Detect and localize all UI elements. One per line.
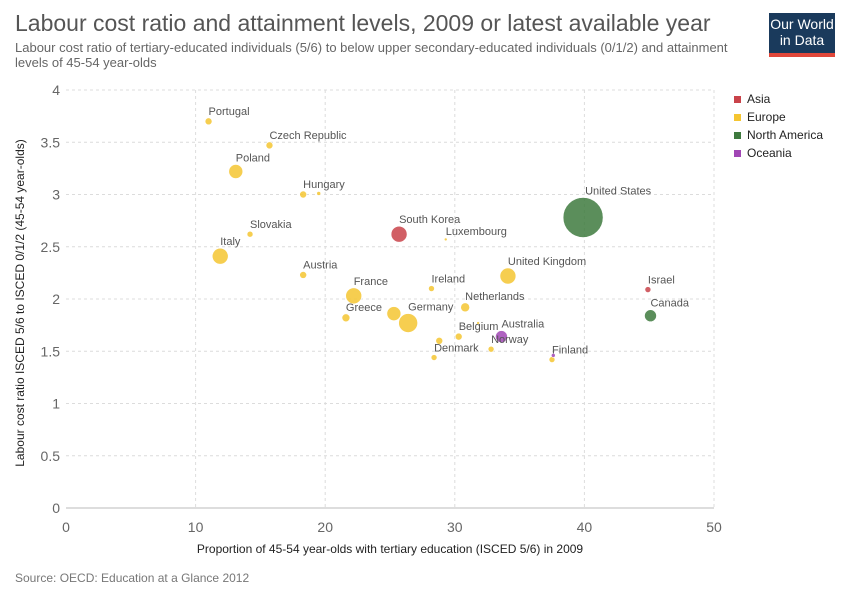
data-point[interactable] — [435, 336, 444, 345]
data-point[interactable] — [299, 271, 307, 279]
point-label: Austria — [303, 259, 338, 271]
point-label: Canada — [650, 298, 689, 310]
chart-title: Labour cost ratio and attainment levels,… — [15, 10, 711, 36]
point-label: Poland — [236, 153, 270, 165]
y-tick-label: 4 — [52, 82, 60, 98]
point-label: Hungary — [303, 179, 345, 191]
x-tick-label: 0 — [62, 519, 70, 535]
data-point[interactable] — [386, 306, 402, 321]
point-label: Ireland — [431, 274, 465, 286]
grid — [66, 89, 715, 509]
chart-subtitle: Labour cost ratio of tertiary-educated i… — [15, 40, 728, 70]
x-tick-label: 30 — [447, 519, 463, 535]
point-label: Portugal — [209, 106, 250, 118]
data-point[interactable] — [345, 287, 363, 305]
y-tick-label: 1.5 — [41, 343, 61, 359]
point-label: France — [354, 276, 388, 288]
data-points: Portugal Czech Republic Poland Hungary Slova… — [204, 106, 690, 363]
x-tick-label: 10 — [188, 519, 204, 535]
point-label: Australia — [501, 319, 545, 331]
legend-label-asia: Asia — [747, 92, 771, 106]
x-tick-label: 50 — [706, 519, 722, 535]
legend-swatch-oceania — [734, 149, 741, 157]
point-label: Norway — [491, 334, 529, 346]
x-tick-label: 40 — [577, 519, 593, 535]
point-label: United States — [585, 185, 652, 197]
legend-label-north-america: North America — [747, 128, 824, 142]
y-axis-title: Labour cost ratio ISCED 5/6 to ISCED 0/1… — [13, 139, 27, 467]
y-tick-label: 3.5 — [41, 134, 61, 150]
point-label: Greece — [346, 302, 382, 314]
point-label: Israel — [648, 275, 675, 287]
data-point[interactable] — [228, 164, 244, 179]
x-axis-title: Proportion of 45-54 year-olds with terti… — [197, 542, 584, 556]
data-point[interactable] — [460, 302, 470, 313]
y-tick-label: 3 — [52, 187, 60, 203]
point-label: South Korea — [399, 214, 461, 226]
data-point[interactable] — [644, 286, 652, 293]
data-point[interactable] — [487, 345, 495, 353]
point-label: Czech Republic — [269, 130, 347, 142]
data-point[interactable] — [265, 141, 274, 150]
legend-item-north-america[interactable]: North America — [734, 126, 823, 144]
y-tick-label: 2.5 — [41, 239, 61, 255]
point-label: Germany — [408, 302, 454, 314]
y-tick-label: 1 — [52, 396, 60, 412]
y-tick-label: 2 — [52, 291, 60, 307]
data-point[interactable] — [476, 321, 480, 325]
owid-logo[interactable]: Our World in Data — [769, 13, 835, 57]
legend-item-asia[interactable]: Asia — [734, 90, 823, 108]
y-tick-label: 0.5 — [41, 448, 61, 464]
logo-line-1: Our World — [770, 16, 834, 32]
point-label: Finland — [552, 345, 588, 357]
data-point[interactable] — [398, 313, 418, 333]
data-point[interactable] — [246, 230, 254, 238]
data-point[interactable] — [341, 313, 351, 323]
logo-bar — [769, 53, 835, 57]
point-label: Denmark — [434, 343, 479, 355]
data-point[interactable] — [316, 191, 322, 196]
legend-swatch-north-america — [734, 131, 741, 139]
y-tick-label: 0 — [52, 500, 60, 516]
legend-label-europe: Europe — [747, 110, 786, 124]
point-label: Netherlands — [465, 291, 525, 303]
data-point[interactable] — [495, 330, 508, 343]
data-point[interactable] — [299, 190, 307, 199]
data-point[interactable] — [390, 225, 408, 243]
point-label: Belgium — [459, 321, 499, 333]
data-point[interactable] — [443, 237, 448, 242]
data-point[interactable] — [454, 332, 463, 341]
point-label: United Kingdom — [508, 256, 586, 268]
axis-ticks: 00.511.522.533.540 10 20 30 40 50 — [41, 82, 722, 535]
legend-swatch-asia — [734, 95, 741, 103]
point-label: Luxembourg — [446, 226, 507, 238]
data-point[interactable] — [211, 247, 229, 265]
legend-item-europe[interactable]: Europe — [734, 108, 823, 126]
legend: Asia Europe North America Oceania — [734, 90, 823, 162]
legend-item-oceania[interactable]: Oceania — [734, 144, 823, 162]
point-label: Italy — [220, 236, 241, 248]
source-note: Source: OECD: Education at a Glance 2012 — [15, 571, 250, 585]
data-point[interactable] — [204, 117, 213, 126]
point-label: Slovakia — [250, 219, 292, 231]
x-tick-label: 20 — [317, 519, 333, 535]
legend-label-oceania: Oceania — [747, 146, 792, 160]
data-point[interactable] — [430, 354, 438, 361]
data-point[interactable] — [428, 285, 435, 292]
data-point[interactable] — [644, 309, 657, 323]
logo-line-2: in Data — [779, 32, 825, 48]
legend-swatch-europe — [734, 113, 741, 121]
data-point[interactable] — [550, 353, 556, 358]
data-point[interactable] — [499, 267, 517, 285]
data-point[interactable] — [562, 197, 604, 238]
